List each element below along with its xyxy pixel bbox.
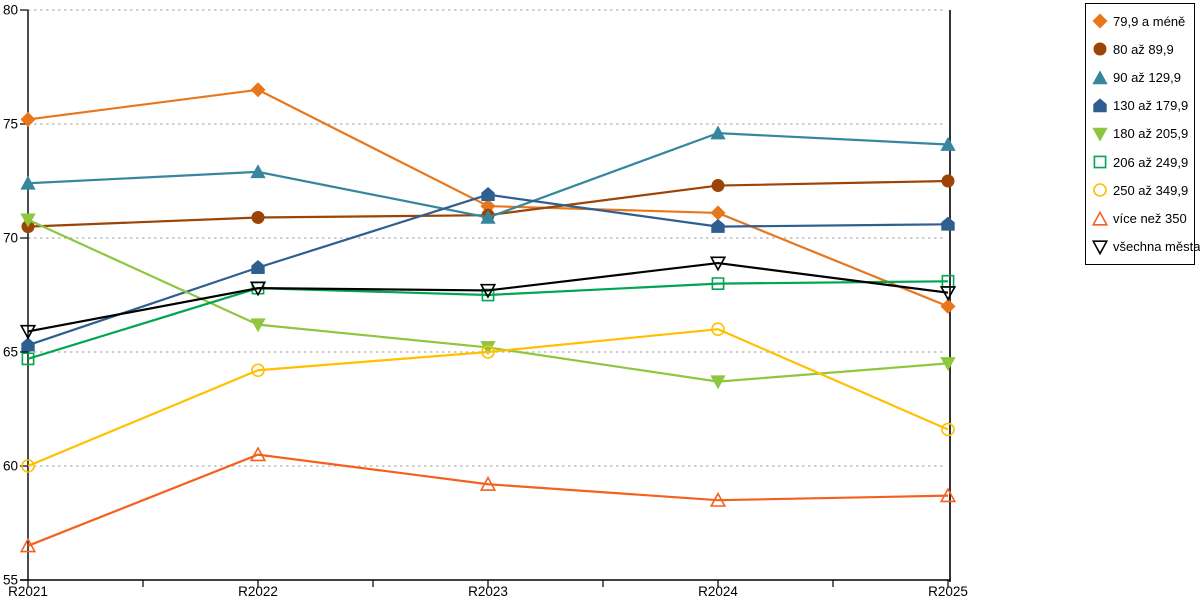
legend-marker-icon <box>1092 210 1108 226</box>
series-4 <box>21 187 955 352</box>
legend-marker-icon <box>1092 13 1108 29</box>
legend-item-7: 250 až 349,9 <box>1092 182 1192 198</box>
legend-marker-icon <box>1092 69 1108 84</box>
series-5 <box>20 213 956 390</box>
data-point-marker <box>19 537 37 553</box>
x-tick-label: R2024 <box>698 584 738 599</box>
legend-marker-icon <box>1092 240 1108 255</box>
legend-item-label: 130 až 179,9 <box>1113 98 1189 114</box>
data-point-marker <box>940 136 956 151</box>
x-tick-label: R2021 <box>8 584 48 599</box>
legend-item-3: 90 až 129,9 <box>1092 69 1192 86</box>
legend-item-2: 80 až 89,9 <box>1092 41 1192 57</box>
legend-item-5: 180 až 205,9 <box>1092 126 1192 142</box>
circle-legend-icon <box>1093 42 1107 56</box>
legend-item-1: 79,9 a méně <box>1092 13 1192 29</box>
legend-marker-icon <box>1092 127 1108 142</box>
series-7 <box>21 322 955 473</box>
data-point-marker <box>19 324 37 340</box>
y-tick-label: 60 <box>3 459 18 474</box>
legend-item-label: 250 až 349,9 <box>1113 182 1189 198</box>
legend-item-4: 130 až 179,9 <box>1092 98 1192 114</box>
legend-item-9: všechna města <box>1092 239 1200 255</box>
data-point-marker <box>20 213 36 228</box>
data-point-marker <box>941 174 955 188</box>
data-point-marker <box>711 218 725 233</box>
data-point-marker <box>711 322 725 337</box>
data-point-marker <box>711 179 725 193</box>
circle-legend-icon <box>1093 183 1107 198</box>
triangle-up-legend-icon <box>1092 210 1108 226</box>
legend-item-label: 80 až 89,9 <box>1113 41 1174 57</box>
y-tick-label: 55 <box>3 573 18 588</box>
triangle-down-legend-icon <box>1092 127 1108 142</box>
data-point-marker <box>249 281 267 297</box>
series-8 <box>19 446 957 553</box>
data-point-marker <box>710 125 726 140</box>
data-point-marker <box>20 111 36 127</box>
y-tick-label: 80 <box>3 3 18 18</box>
legend-item-6: 206 až 249,9 <box>1092 154 1192 170</box>
legend-marker-icon <box>1093 183 1107 198</box>
x-tick-label: R2022 <box>238 584 278 599</box>
square-legend-icon <box>1093 155 1107 169</box>
legend-marker-icon <box>1093 98 1107 113</box>
data-point-marker <box>250 318 266 333</box>
data-point-marker <box>20 175 36 190</box>
data-point-marker <box>249 446 267 462</box>
data-point-marker <box>251 363 265 378</box>
series-line <box>27 280 949 360</box>
y-tick-label: 75 <box>3 117 18 132</box>
legend-item-8: více než 350 <box>1092 210 1192 227</box>
data-point-marker <box>21 352 35 366</box>
x-tick-label: R2023 <box>468 584 508 599</box>
legend-item-label: 90 až 129,9 <box>1113 70 1181 86</box>
legend-item-label: 79,9 a méně <box>1113 13 1186 29</box>
data-point-marker <box>939 487 957 503</box>
data-point-marker <box>481 187 495 201</box>
data-point-marker <box>250 82 266 98</box>
data-point-marker <box>709 491 727 507</box>
y-tick-label: 65 <box>3 345 18 360</box>
data-point-marker <box>939 286 957 301</box>
data-point-marker <box>941 216 955 231</box>
data-point-marker <box>941 422 955 437</box>
diamond-legend-icon <box>1092 13 1108 29</box>
data-point-marker <box>709 256 727 272</box>
data-point-marker <box>711 277 725 291</box>
data-point-marker <box>479 475 497 491</box>
series-1 <box>20 82 956 314</box>
data-point-marker <box>251 210 265 224</box>
series-line <box>27 261 949 333</box>
pentagon-legend-icon <box>1093 98 1107 113</box>
legend-marker-icon <box>1093 42 1107 56</box>
data-point-marker <box>21 337 35 352</box>
data-point-marker <box>710 205 726 221</box>
data-point-marker <box>250 164 266 179</box>
triangle-down-legend-icon <box>1092 240 1108 255</box>
data-point-marker <box>480 209 496 224</box>
legend-marker-icon <box>1093 155 1107 169</box>
triangle-up-legend-icon <box>1092 69 1108 84</box>
data-point-marker <box>251 259 265 274</box>
legend-item-label: 206 až 249,9 <box>1113 154 1189 170</box>
data-point-marker <box>940 298 956 314</box>
data-point-marker <box>940 357 956 372</box>
data-point-marker <box>21 459 35 473</box>
legend-item-label: více než 350 <box>1113 211 1187 227</box>
data-point-marker <box>479 283 497 299</box>
data-point-marker <box>481 345 495 359</box>
legend-item-label: 180 až 205,9 <box>1113 126 1189 142</box>
data-point-marker <box>710 375 726 390</box>
series-line <box>27 453 949 547</box>
x-tick-label: R2025 <box>928 584 968 599</box>
series-line <box>27 328 949 468</box>
series-3 <box>20 125 956 224</box>
y-tick-label: 70 <box>3 231 18 246</box>
chart-legend: 79,9 a méně 80 až 89,9 90 až 129,9 130 až 1… <box>1085 3 1200 265</box>
legend-item-label: všechna města <box>1113 239 1200 255</box>
series-9 <box>19 256 957 340</box>
